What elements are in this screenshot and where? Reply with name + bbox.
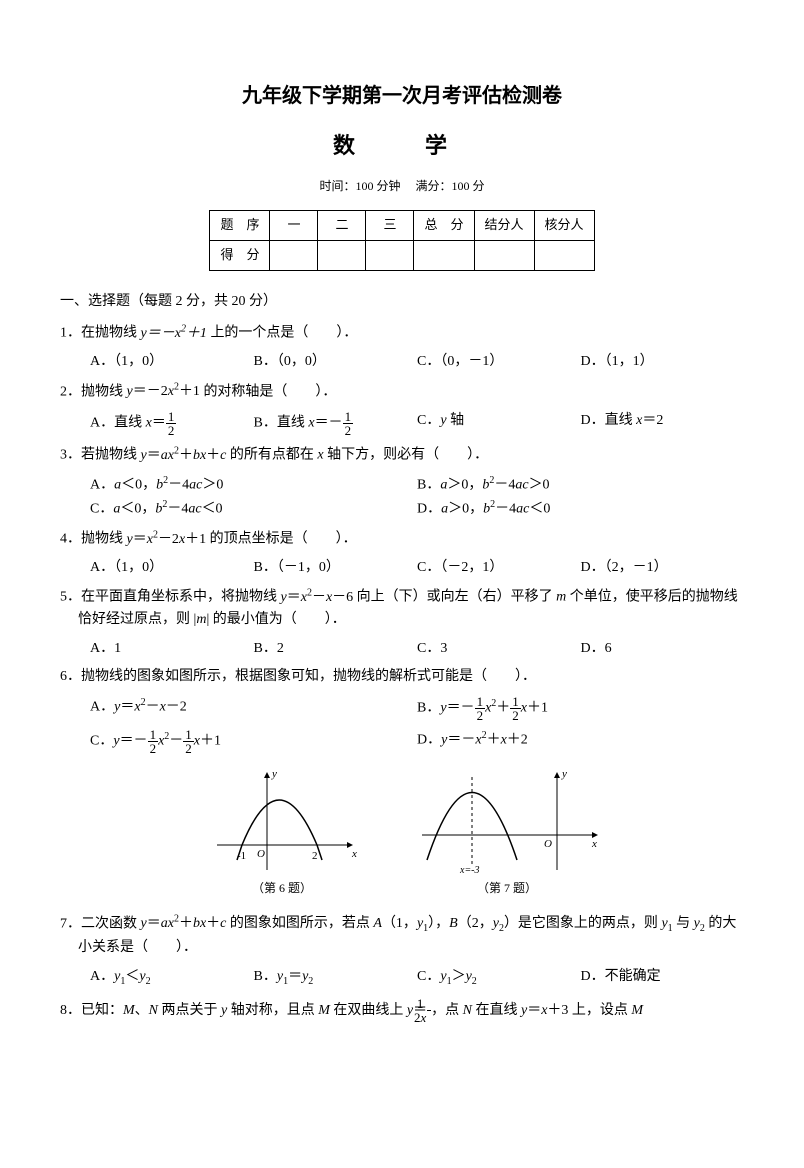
option-a: A．a＜0，b2－4ac＞0 xyxy=(90,473,417,497)
figure-6-caption: （第 6 题） xyxy=(202,879,362,898)
option-d: D．6 xyxy=(581,638,745,660)
svg-text:x=-3: x=-3 xyxy=(459,865,480,875)
table-cell xyxy=(534,241,594,271)
table-header-cell: 总 分 xyxy=(414,211,474,241)
option-a: A．直线 x＝12 xyxy=(90,410,254,437)
q-eq: y＝x2－2x＋1 xyxy=(127,532,207,547)
full-score: 满分：100 分 xyxy=(416,179,485,193)
table-row-label: 得 分 xyxy=(210,241,270,271)
option-c: C．（0，－1） xyxy=(417,351,581,373)
svg-text:y: y xyxy=(271,768,277,780)
table-cell xyxy=(414,241,474,271)
question-6: 6．抛物线的图象如图所示，根据图象可知，抛物线的解析式可能是（ ）． xyxy=(60,666,744,688)
options: A．（1，0） B．（－1，0） C．（－2，1） D．（2，－1） xyxy=(60,557,744,579)
svg-text:O: O xyxy=(257,848,265,860)
section-header: 一、选择题（每题 2 分，共 20 分） xyxy=(60,291,744,313)
option-a: A．（1，0） xyxy=(90,557,254,579)
option-d: D．直线 x＝2 xyxy=(581,410,745,437)
options: A．y1＜y2 B．y1＝y2 C．y1＞y2 D．不能确定 xyxy=(60,966,744,990)
q-text: 的所有点都在 x 轴下方，则必有（ ）． xyxy=(226,448,488,463)
q-text: 4．抛物线 xyxy=(60,532,127,547)
svg-text:y: y xyxy=(561,768,567,780)
option-a: A．1 xyxy=(90,638,254,660)
title-subject: 数 学 xyxy=(60,128,744,163)
question-3: 3．若抛物线 y＝ax2＋bx＋c 的所有点都在 x 轴下方，则必有（ ）． xyxy=(60,443,744,467)
option-c: C．y＝－12x2－12x＋1 xyxy=(90,728,417,755)
table-header-cell: 一 xyxy=(270,211,318,241)
option-b: B．2 xyxy=(254,638,418,660)
svg-text:x: x xyxy=(591,838,597,850)
question-7: 7．二次函数 y＝ax2＋bx＋c 的图象如图所示，若点 A（1，y1），B（2… xyxy=(60,912,744,960)
q-eq: y＝ax2＋bx＋c xyxy=(141,916,227,931)
svg-text:-1: -1 xyxy=(237,850,246,862)
title-main: 九年级下学期第一次月考评估检测卷 xyxy=(60,80,744,112)
table-cell xyxy=(270,241,318,271)
options: A．1 B．2 C．3 D．6 xyxy=(60,638,744,660)
option-a: A．y＝x2－x－2 xyxy=(90,695,417,722)
table-cell xyxy=(366,241,414,271)
table-cell xyxy=(318,241,366,271)
option-c: C．（－2，1） xyxy=(417,557,581,579)
option-b: B．直线 x＝－12 xyxy=(254,410,418,437)
table-header-cell: 二 xyxy=(318,211,366,241)
option-b: B．y＝－12x2＋12x＋1 xyxy=(417,695,744,722)
exam-time: 时间：100 分钟 xyxy=(319,179,400,193)
q-text: 7．二次函数 xyxy=(60,916,141,931)
figure-6-svg: -1 2 O x y xyxy=(202,765,362,875)
option-b: B．（－1，0） xyxy=(254,557,418,579)
options: A．（1，0） B．（0，0） C．（0，－1） D．（1，1） xyxy=(60,351,744,373)
q-eq: y＝x2－x－6 xyxy=(281,590,354,605)
q-text: 2．抛物线 xyxy=(60,384,127,399)
question-2: 2．抛物线 y＝－2x2＋1 的对称轴是（ ）． xyxy=(60,380,744,404)
option-c: C．y 轴 xyxy=(417,410,581,437)
figure-7: O x y x=-3 （第 7 题） xyxy=(412,765,602,898)
q-text: 8．已知：M、N 两点关于 y 轴对称，且点 M 在双曲线上 y＝12x，点 N… xyxy=(60,1003,643,1018)
figure-6: -1 2 O x y （第 6 题） xyxy=(202,765,362,898)
q-text: 上的一个点是（ ）． xyxy=(207,326,358,341)
q-text: 的对称轴是（ ）． xyxy=(200,384,337,399)
option-d: D．a＞0，b2－4ac＜0 xyxy=(417,497,744,521)
table-cell xyxy=(474,241,534,271)
option-d: D．不能确定 xyxy=(581,966,745,990)
figure-7-svg: O x y x=-3 xyxy=(412,765,602,875)
exam-info: 时间：100 分钟 满分：100 分 xyxy=(60,177,744,196)
question-8: 8．已知：M、N 两点关于 y 轴对称，且点 M 在双曲线上 y＝12x，点 N… xyxy=(60,997,744,1024)
q-eq: y＝－2x2＋1 xyxy=(127,384,200,399)
option-a: A．y1＜y2 xyxy=(90,966,254,990)
table-header-cell: 题 序 xyxy=(210,211,270,241)
q-eq: y＝－x2＋1 xyxy=(141,326,207,341)
option-d: D．y＝－x2＋x＋2 xyxy=(417,728,744,755)
table-header-cell: 结分人 xyxy=(474,211,534,241)
option-b: B．a＞0，b2－4ac＞0 xyxy=(417,473,744,497)
svg-text:x: x xyxy=(351,848,357,860)
question-1: 1．在抛物线 y＝－x2＋1 上的一个点是（ ）． xyxy=(60,321,744,345)
option-b: B．y1＝y2 xyxy=(254,966,418,990)
svg-text:O: O xyxy=(544,838,552,850)
option-a: A．（1，0） xyxy=(90,351,254,373)
figure-7-caption: （第 7 题） xyxy=(412,879,602,898)
figures-row: -1 2 O x y （第 6 题） O x y x=-3 （ xyxy=(60,765,744,898)
q-text: 3．若抛物线 xyxy=(60,448,141,463)
option-d: D．（2，－1） xyxy=(581,557,745,579)
options: A．a＜0，b2－4ac＞0 B．a＞0，b2－4ac＞0 C．a＜0，b2－4… xyxy=(60,473,744,521)
question-4: 4．抛物线 y＝x2－2x＋1 的顶点坐标是（ ）． xyxy=(60,527,744,551)
q-text: 的顶点坐标是（ ）． xyxy=(206,532,357,547)
option-c: C．y1＞y2 xyxy=(417,966,581,990)
options: A．y＝x2－x－2 B．y＝－12x2＋12x＋1 C．y＝－12x2－12x… xyxy=(60,695,744,755)
table-header-cell: 核分人 xyxy=(534,211,594,241)
option-d: D．（1，1） xyxy=(581,351,745,373)
q-text: 1．在抛物线 xyxy=(60,326,141,341)
option-c: C．3 xyxy=(417,638,581,660)
svg-text:2: 2 xyxy=(312,850,318,862)
question-5: 5．在平面直角坐标系中，将抛物线 y＝x2－x－6 向上（下）或向左（右）平移了… xyxy=(60,585,744,631)
option-b: B．（0，0） xyxy=(254,351,418,373)
table-header-cell: 三 xyxy=(366,211,414,241)
q-text: 5．在平面直角坐标系中，将抛物线 xyxy=(60,590,281,605)
score-table: 题 序 一 二 三 总 分 结分人 核分人 得 分 xyxy=(209,210,594,271)
q-text: 6．抛物线的图象如图所示，根据图象可知，抛物线的解析式可能是（ ）． xyxy=(60,669,536,684)
option-c: C．a＜0，b2－4ac＜0 xyxy=(90,497,417,521)
options: A．直线 x＝12 B．直线 x＝－12 C．y 轴 D．直线 x＝2 xyxy=(60,410,744,437)
q-eq: y＝ax2＋bx＋c xyxy=(141,448,227,463)
